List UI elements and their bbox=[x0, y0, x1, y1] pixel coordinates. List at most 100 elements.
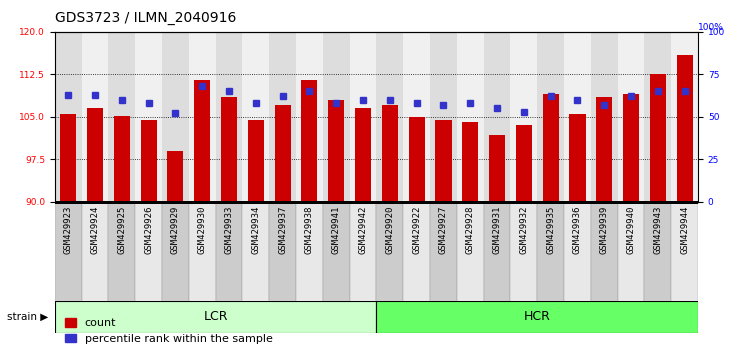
Bar bbox=[167, 151, 183, 202]
Bar bbox=[189, 32, 216, 202]
Text: 100%: 100% bbox=[698, 23, 724, 32]
Bar bbox=[569, 114, 586, 202]
Bar bbox=[409, 117, 425, 202]
Bar bbox=[510, 202, 537, 304]
Bar bbox=[436, 120, 452, 202]
Text: GSM429922: GSM429922 bbox=[412, 206, 421, 254]
Bar bbox=[404, 202, 430, 304]
Bar bbox=[349, 202, 376, 304]
Text: GSM429920: GSM429920 bbox=[385, 206, 394, 254]
Bar bbox=[430, 32, 457, 202]
Bar bbox=[135, 32, 162, 202]
Text: GSM429929: GSM429929 bbox=[171, 206, 180, 254]
Bar bbox=[457, 32, 484, 202]
Bar bbox=[645, 32, 671, 202]
Bar bbox=[457, 202, 484, 304]
Text: GSM429925: GSM429925 bbox=[118, 206, 126, 254]
Bar bbox=[462, 122, 478, 202]
Bar bbox=[510, 32, 537, 202]
Text: strain ▶: strain ▶ bbox=[7, 312, 48, 322]
Bar bbox=[189, 202, 216, 304]
Bar bbox=[618, 32, 645, 202]
Bar bbox=[82, 202, 108, 304]
Bar bbox=[114, 116, 130, 202]
Bar bbox=[489, 135, 505, 202]
Bar bbox=[382, 105, 398, 202]
Bar bbox=[216, 32, 243, 202]
Bar bbox=[564, 32, 591, 202]
Text: GSM429931: GSM429931 bbox=[493, 206, 501, 254]
Bar bbox=[404, 32, 430, 202]
Bar bbox=[269, 32, 296, 202]
Text: GSM429936: GSM429936 bbox=[573, 206, 582, 254]
Legend: count, percentile rank within the sample: count, percentile rank within the sample bbox=[61, 314, 277, 348]
Text: GSM429928: GSM429928 bbox=[466, 206, 474, 254]
Bar bbox=[376, 32, 404, 202]
Text: GSM429927: GSM429927 bbox=[439, 206, 448, 254]
Bar bbox=[537, 202, 564, 304]
Bar bbox=[537, 32, 564, 202]
Bar bbox=[328, 100, 344, 202]
Text: GSM429933: GSM429933 bbox=[224, 206, 233, 254]
Bar bbox=[275, 105, 291, 202]
Text: GSM429932: GSM429932 bbox=[520, 206, 529, 254]
Bar bbox=[618, 202, 645, 304]
Bar bbox=[296, 32, 323, 202]
Bar bbox=[269, 202, 296, 304]
Bar bbox=[194, 80, 211, 202]
Bar bbox=[108, 202, 135, 304]
Text: GSM429938: GSM429938 bbox=[305, 206, 314, 254]
Bar bbox=[650, 74, 666, 202]
Bar bbox=[221, 97, 237, 202]
Bar bbox=[296, 202, 323, 304]
Bar bbox=[55, 202, 82, 304]
Bar bbox=[216, 202, 243, 304]
Text: GSM429941: GSM429941 bbox=[332, 206, 341, 254]
Text: LCR: LCR bbox=[203, 310, 228, 323]
Bar bbox=[87, 108, 103, 202]
Bar bbox=[677, 55, 693, 202]
Bar bbox=[82, 32, 108, 202]
Bar bbox=[60, 114, 76, 202]
Bar bbox=[301, 80, 317, 202]
Bar bbox=[596, 97, 613, 202]
Bar bbox=[623, 94, 639, 202]
Text: GSM429923: GSM429923 bbox=[64, 206, 72, 254]
Text: GSM429940: GSM429940 bbox=[626, 206, 635, 254]
Bar bbox=[248, 120, 264, 202]
Text: GSM429930: GSM429930 bbox=[198, 206, 207, 254]
Bar bbox=[564, 202, 591, 304]
Text: GSM429934: GSM429934 bbox=[251, 206, 260, 254]
Bar bbox=[516, 125, 532, 202]
Bar bbox=[542, 94, 558, 202]
Text: GSM429942: GSM429942 bbox=[359, 206, 368, 254]
Bar bbox=[591, 32, 618, 202]
Text: GDS3723 / ILMN_2040916: GDS3723 / ILMN_2040916 bbox=[55, 11, 236, 25]
Bar bbox=[162, 32, 189, 202]
Text: GSM429937: GSM429937 bbox=[279, 206, 287, 254]
Bar bbox=[140, 120, 156, 202]
Bar bbox=[671, 32, 698, 202]
Bar bbox=[243, 202, 269, 304]
Bar bbox=[376, 202, 404, 304]
Bar bbox=[55, 32, 82, 202]
Bar bbox=[162, 202, 189, 304]
Text: GSM429943: GSM429943 bbox=[654, 206, 662, 254]
Text: GSM429935: GSM429935 bbox=[546, 206, 555, 254]
Text: HCR: HCR bbox=[524, 310, 550, 323]
Text: GSM429939: GSM429939 bbox=[600, 206, 609, 254]
Bar bbox=[323, 202, 349, 304]
Bar bbox=[135, 202, 162, 304]
Text: GSM429926: GSM429926 bbox=[144, 206, 153, 254]
Bar bbox=[108, 32, 135, 202]
Bar bbox=[376, 301, 698, 333]
Bar bbox=[323, 32, 349, 202]
Bar bbox=[243, 32, 269, 202]
Bar bbox=[591, 202, 618, 304]
Bar bbox=[355, 108, 371, 202]
Text: GSM429924: GSM429924 bbox=[91, 206, 99, 254]
Bar bbox=[645, 202, 671, 304]
Bar bbox=[430, 202, 457, 304]
Bar bbox=[484, 202, 510, 304]
Text: GSM429944: GSM429944 bbox=[681, 206, 689, 254]
